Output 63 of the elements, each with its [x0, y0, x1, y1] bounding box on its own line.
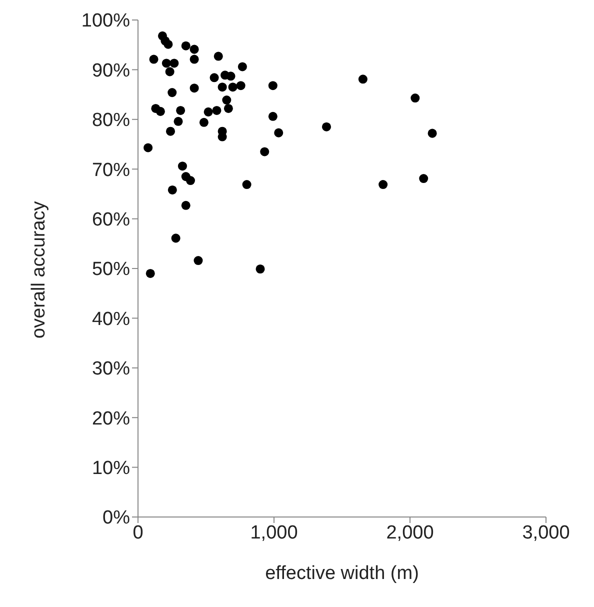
point — [378, 180, 388, 190]
point — [174, 116, 183, 126]
x-tick-label: 2,000 — [386, 522, 434, 544]
y-axis-title: overall accuracy — [28, 200, 50, 338]
point — [238, 62, 247, 72]
point — [214, 52, 223, 61]
point — [181, 200, 190, 210]
point — [162, 58, 171, 68]
y-tick-label: 30% — [92, 358, 130, 380]
y-tick-label: 90% — [92, 60, 130, 82]
point — [268, 112, 278, 121]
point — [168, 185, 177, 194]
point — [322, 122, 332, 132]
point — [419, 174, 428, 184]
point — [164, 40, 173, 49]
y-tick-label: 100% — [81, 10, 130, 32]
point — [166, 126, 176, 136]
point — [194, 256, 203, 266]
point — [149, 54, 158, 64]
x-axis-title: effective width (m) — [265, 563, 419, 584]
y-tick-label: 60% — [92, 210, 130, 231]
point — [358, 74, 368, 84]
point — [242, 180, 252, 190]
point — [170, 58, 179, 68]
point — [171, 234, 180, 243]
x-tick-label: 1,000 — [250, 522, 298, 544]
point — [268, 81, 278, 90]
point — [218, 82, 227, 92]
point — [260, 147, 270, 156]
point — [199, 118, 208, 127]
point — [144, 143, 153, 152]
point — [222, 96, 232, 105]
y-tick-label: 10% — [92, 458, 130, 480]
x-tick-label: 3,000 — [522, 522, 570, 544]
y-tick-label: 80% — [92, 110, 130, 132]
point — [226, 72, 236, 81]
point — [212, 106, 222, 115]
y-tick-label: 0% — [102, 508, 130, 529]
point — [236, 81, 246, 90]
point — [228, 82, 238, 92]
y-tick-label: 70% — [92, 160, 130, 181]
point — [156, 106, 165, 116]
point — [190, 54, 199, 64]
point — [178, 162, 187, 171]
point — [410, 94, 420, 103]
y-tick-label: 50% — [92, 259, 130, 280]
point — [256, 264, 265, 274]
point — [146, 268, 155, 278]
point — [428, 128, 437, 138]
point — [190, 84, 199, 93]
point — [176, 106, 186, 115]
x-tick-label: 0 — [132, 522, 144, 544]
point — [165, 67, 174, 76]
point — [168, 88, 177, 98]
y-tick-label: 40% — [92, 308, 130, 330]
y-tick-label: 20% — [92, 408, 130, 430]
point — [186, 176, 196, 186]
point — [210, 73, 219, 82]
point — [190, 44, 199, 54]
point — [274, 128, 284, 138]
point — [224, 104, 233, 113]
point — [181, 41, 190, 50]
point — [204, 107, 213, 116]
